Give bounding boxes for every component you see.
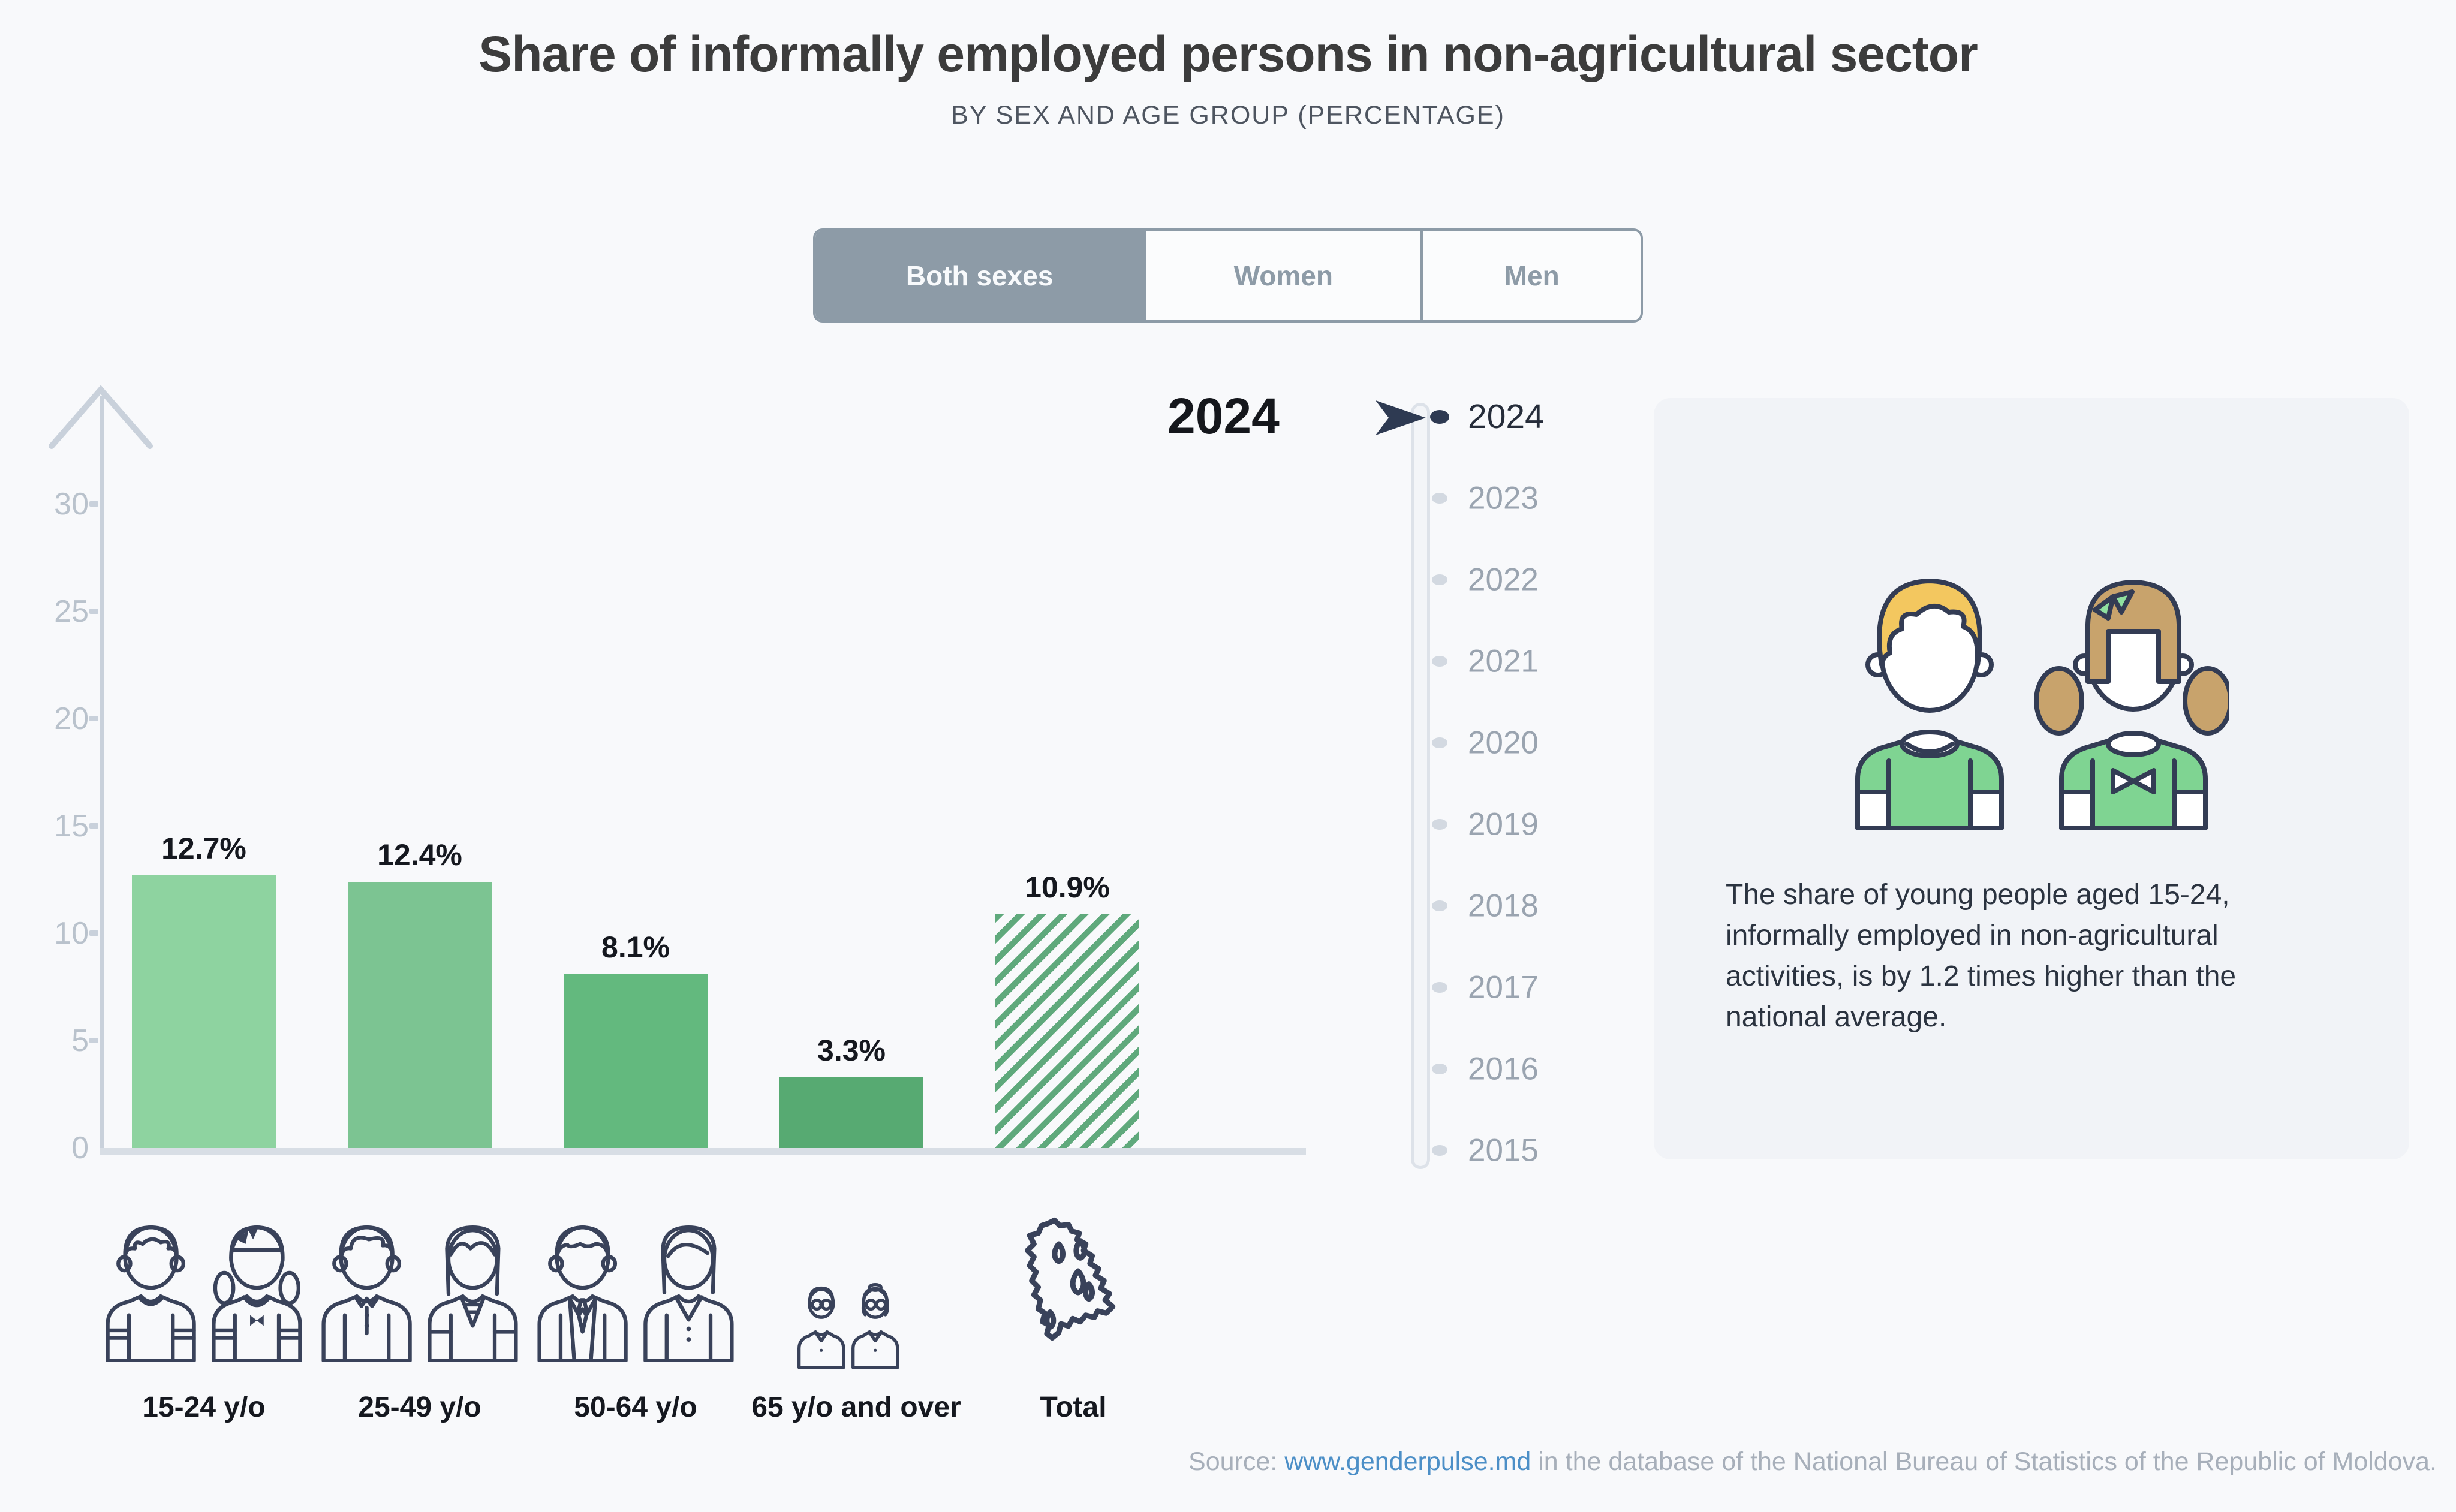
y-tick-0: 0 [71,1131,89,1165]
y-tick-25: 25 [54,594,89,629]
source-prefix: Source: [1188,1447,1285,1476]
y-tick-dash-5 [89,1038,98,1043]
y-tick-30: 30 [54,487,89,522]
y-tick-15: 15 [54,809,89,844]
bar-15-24-value-label: 12.7% [161,832,246,865]
timeline-dot-2017[interactable] [1432,982,1447,993]
y-tick-dash-25 [89,609,98,614]
bar-total[interactable] [995,914,1139,1148]
bar-50-64-column: 8.1% [564,930,708,1148]
bar-65-over-column: 3.3% [779,1033,923,1148]
y-tick-20: 20 [54,701,89,736]
year-timeline-track[interactable] [1411,403,1430,1169]
timeline-dot-2019[interactable] [1432,819,1447,830]
y-tick-dash-15 [89,823,98,829]
bar-15-24[interactable] [132,875,276,1148]
timeline-dot-2023[interactable] [1432,493,1447,504]
y-tick-dash-30 [89,501,98,507]
tab-women[interactable]: Women [1143,231,1420,320]
timeline-year-2023[interactable]: 2023 [1468,480,1539,516]
x-axis [100,1148,1306,1155]
timeline-cursor-icon[interactable] [1374,399,1427,439]
timeline-year-2024[interactable]: 2024 [1468,397,1544,436]
timeline-year-2022[interactable]: 2022 [1468,562,1539,598]
bar-total-value-label: 10.9% [1025,871,1110,904]
teen-couple-icon [106,1225,302,1362]
source-link[interactable]: www.genderpulse.md [1284,1447,1531,1476]
category-label-50-64: 50-64 y/o [574,1391,697,1423]
y-tick-dash-20 [89,716,98,721]
category-label-65-over: 65 y/o and over [751,1391,961,1423]
category-label-25-49: 25-49 y/o [358,1391,481,1423]
y-axis-arrow-icon [47,384,155,454]
timeline-dot-2016[interactable] [1432,1064,1447,1074]
bar-50-64[interactable] [564,974,708,1148]
bar-25-49-column: 12.4% [348,838,492,1148]
bar-65-over[interactable] [779,1077,923,1148]
insight-text: The share of young people aged 15-24, in… [1726,879,2237,1034]
timeline-dot-2015[interactable] [1432,1145,1447,1156]
bar-total-column: 10.9% [995,870,1139,1148]
timeline-dot-2022[interactable] [1432,574,1447,585]
bar-15-24-column: 12.7% [132,831,276,1148]
elderly-couple-icon [797,1283,899,1369]
bar-25-49[interactable] [348,882,492,1148]
moldova-map-icon [1025,1217,1116,1341]
category-label-total: Total [1040,1391,1107,1423]
timeline-year-2020[interactable]: 2020 [1468,725,1539,761]
bar-65-over-value-label: 3.3% [817,1034,886,1067]
timeline-year-2021[interactable]: 2021 [1468,643,1539,679]
timeline-dot-2024[interactable] [1430,410,1449,424]
tab-both-sexes[interactable]: Both sexes [815,231,1144,320]
tab-men[interactable]: Men [1420,231,1641,320]
timeline-year-2016[interactable]: 2016 [1468,1051,1539,1087]
timeline-dot-2018[interactable] [1432,900,1447,911]
senior-couple-icon [537,1225,734,1362]
adult-couple-icon [321,1225,518,1362]
timeline-year-2019[interactable]: 2019 [1468,806,1539,842]
y-tick-5: 5 [71,1023,89,1058]
chart-year-label: 2024 [1167,388,1280,444]
y-tick-dash-10 [89,930,98,936]
source-line: Source: www.genderpulse.md in the databa… [1188,1447,2437,1477]
source-suffix: in the database of the National Bureau o… [1531,1447,2437,1476]
timeline-dot-2020[interactable] [1432,737,1447,748]
y-tick-10: 10 [54,916,89,951]
timeline-year-2015[interactable]: 2015 [1468,1133,1539,1168]
page-title: Share of informally employed persons in … [478,26,1978,82]
bar-50-64-value-label: 8.1% [601,930,670,964]
category-label-15-24: 15-24 y/o [142,1391,266,1423]
timeline-year-2017[interactable]: 2017 [1468,969,1539,1005]
insight-card: The share of young people aged 15-24, in… [1654,398,2409,1159]
timeline-dot-2021[interactable] [1432,656,1447,667]
sex-selector-tabs: Both sexes Women Men [813,228,1643,323]
timeline-year-2018[interactable]: 2018 [1468,888,1539,924]
young-couple-illustration [1855,579,2229,830]
y-axis [100,396,104,1150]
bar-25-49-value-label: 12.4% [377,838,462,872]
page-subtitle: BY SEX AND AGE GROUP (PERCENTAGE) [951,101,1505,129]
